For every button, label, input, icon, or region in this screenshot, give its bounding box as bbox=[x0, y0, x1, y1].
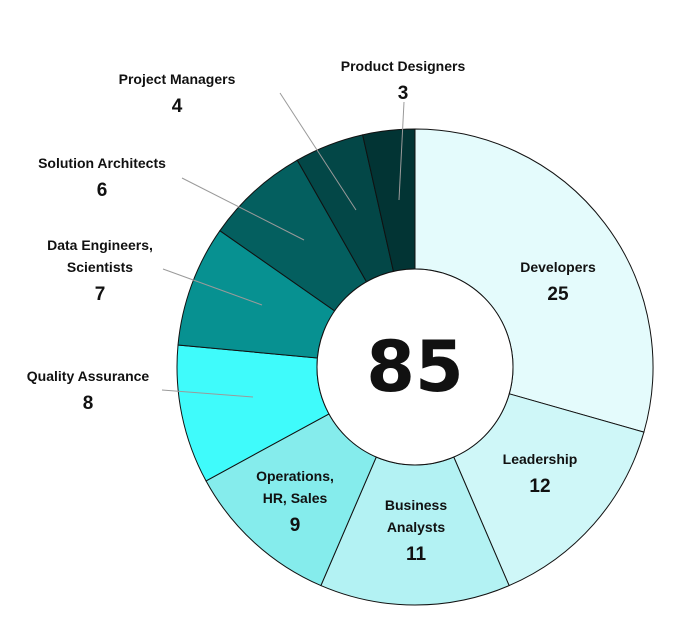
slice-value-product-designers: 3 bbox=[398, 83, 409, 104]
leader-line-quality-assurance bbox=[161, 389, 254, 398]
slice-label-data-engineers-scientists: Scientists bbox=[67, 259, 133, 275]
slice-value-data-engineers-scientists: 7 bbox=[95, 284, 106, 305]
slice-label-quality-assurance: Quality Assurance bbox=[27, 368, 150, 384]
leader-line-product-designers bbox=[398, 101, 405, 201]
donut-hole bbox=[316, 268, 514, 466]
slice-label-project-managers: Project Managers bbox=[119, 71, 236, 87]
slice-label-developers: Developers bbox=[520, 259, 596, 275]
slice-label-product-designers: Product Designers bbox=[341, 58, 466, 74]
slice-label-operations-hr-sales: Operations, bbox=[256, 468, 334, 484]
chart-leader-lines bbox=[161, 92, 405, 398]
slice-value-operations-hr-sales: 9 bbox=[290, 515, 301, 536]
center-total: 85 bbox=[366, 326, 463, 408]
leader-line-data-engineers-scientists bbox=[162, 268, 263, 306]
slice-value-project-managers: 4 bbox=[172, 96, 183, 117]
slice-label-business-analysts: Analysts bbox=[387, 519, 446, 535]
leader-line-solution-architects bbox=[181, 177, 305, 241]
slice-value-solution-architects: 6 bbox=[97, 180, 108, 201]
chart-slices bbox=[176, 128, 654, 606]
slice-value-developers: 25 bbox=[547, 284, 569, 305]
slice-label-solution-architects: Solution Architects bbox=[38, 155, 166, 171]
slice-label-data-engineers-scientists: Data Engineers, bbox=[47, 237, 153, 253]
slice-value-quality-assurance: 8 bbox=[83, 393, 94, 414]
slice-label-operations-hr-sales: HR, Sales bbox=[263, 490, 328, 506]
chart-labels: Developers 25 Leadership 12 Business Analysts… bbox=[27, 58, 596, 565]
leader-line-project-managers bbox=[279, 92, 357, 211]
slice-label-leadership: Leadership bbox=[503, 451, 578, 467]
slice-label-business-analysts: Business bbox=[385, 497, 447, 513]
slice-value-leadership: 12 bbox=[529, 476, 550, 497]
slice-value-business-analysts: 11 bbox=[406, 544, 427, 565]
